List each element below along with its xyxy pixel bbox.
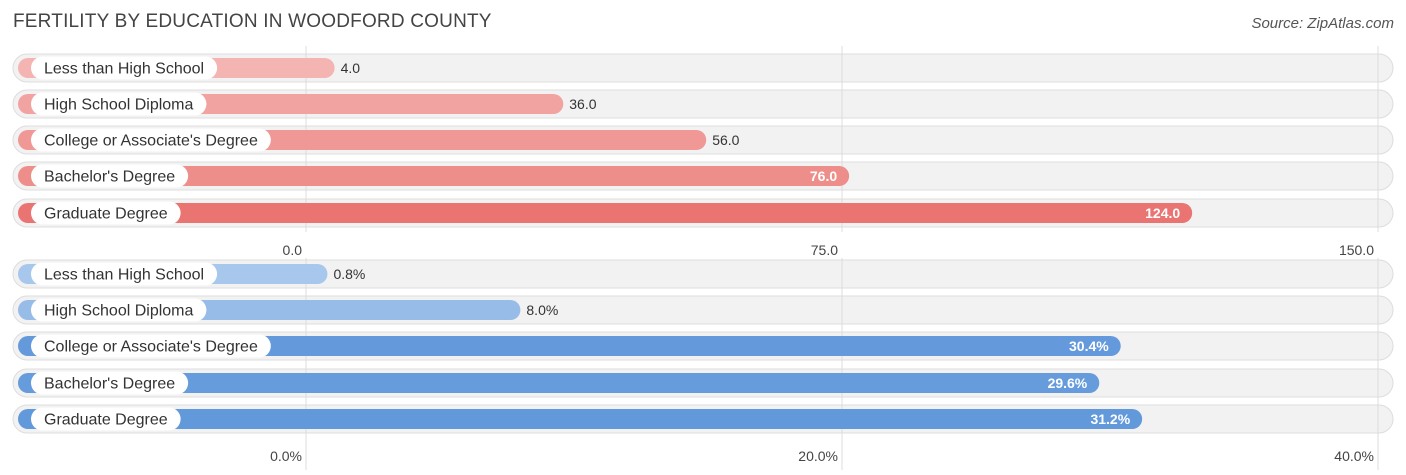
value-label: 124.0 <box>1145 205 1180 221</box>
x-tick-label: 0.0% <box>270 448 302 464</box>
value-label: 36.0 <box>569 96 596 112</box>
bar <box>18 166 850 186</box>
category-label-pill <box>31 334 271 358</box>
x-tick-label: 75.0 <box>811 242 838 258</box>
category-label: Less than High School <box>44 61 204 78</box>
source-note: Source: ZipAtlas.com <box>1251 15 1394 32</box>
category-label-pill <box>31 128 271 152</box>
bar <box>18 203 1193 223</box>
category-label-pill <box>31 371 189 395</box>
category-label-pill <box>31 298 207 322</box>
value-label: 56.0 <box>712 132 739 148</box>
value-label: 30.4% <box>1069 338 1109 354</box>
category-label-pill <box>31 56 218 80</box>
category-label-pill <box>31 92 207 116</box>
value-label: 4.0 <box>341 60 361 76</box>
x-tick-label: 0.0 <box>283 242 303 258</box>
category-label: Bachelor's Degree <box>44 376 175 393</box>
bar <box>18 373 1100 393</box>
category-label: Less than High School <box>44 267 204 284</box>
value-label: 0.8% <box>333 266 365 282</box>
x-tick-label: 20.0% <box>798 448 838 464</box>
bar <box>18 409 1143 429</box>
bar-track <box>12 259 1394 289</box>
value-label: 31.2% <box>1090 411 1130 427</box>
x-tick-label: 40.0% <box>1334 448 1374 464</box>
category-label: High School Diploma <box>44 97 194 114</box>
category-label: Graduate Degree <box>44 412 168 429</box>
category-label-pill <box>31 201 181 225</box>
category-label: College or Associate's Degree <box>44 339 258 356</box>
chart-panel-1: Less than High School 4.0 High School Dipl… <box>12 46 1394 258</box>
value-label: 29.6% <box>1048 375 1088 391</box>
x-tick-label: 150.0 <box>1339 242 1374 258</box>
category-label-pill <box>31 262 218 286</box>
category-label-pill <box>31 164 189 188</box>
chart-title: FERTILITY BY EDUCATION IN WOODFORD COUNT… <box>13 11 492 32</box>
category-label: High School Diploma <box>44 303 194 320</box>
bar-track <box>12 53 1394 83</box>
category-label: College or Associate's Degree <box>44 133 258 150</box>
chart-panel-2: Less than High School 0.8% High School Dip… <box>12 258 1394 470</box>
category-label: Graduate Degree <box>44 206 168 223</box>
value-label: 8.0% <box>526 302 558 318</box>
bar <box>18 336 1121 356</box>
category-label: Bachelor's Degree <box>44 169 175 186</box>
category-label-pill <box>31 407 181 431</box>
value-label: 76.0 <box>810 168 837 184</box>
